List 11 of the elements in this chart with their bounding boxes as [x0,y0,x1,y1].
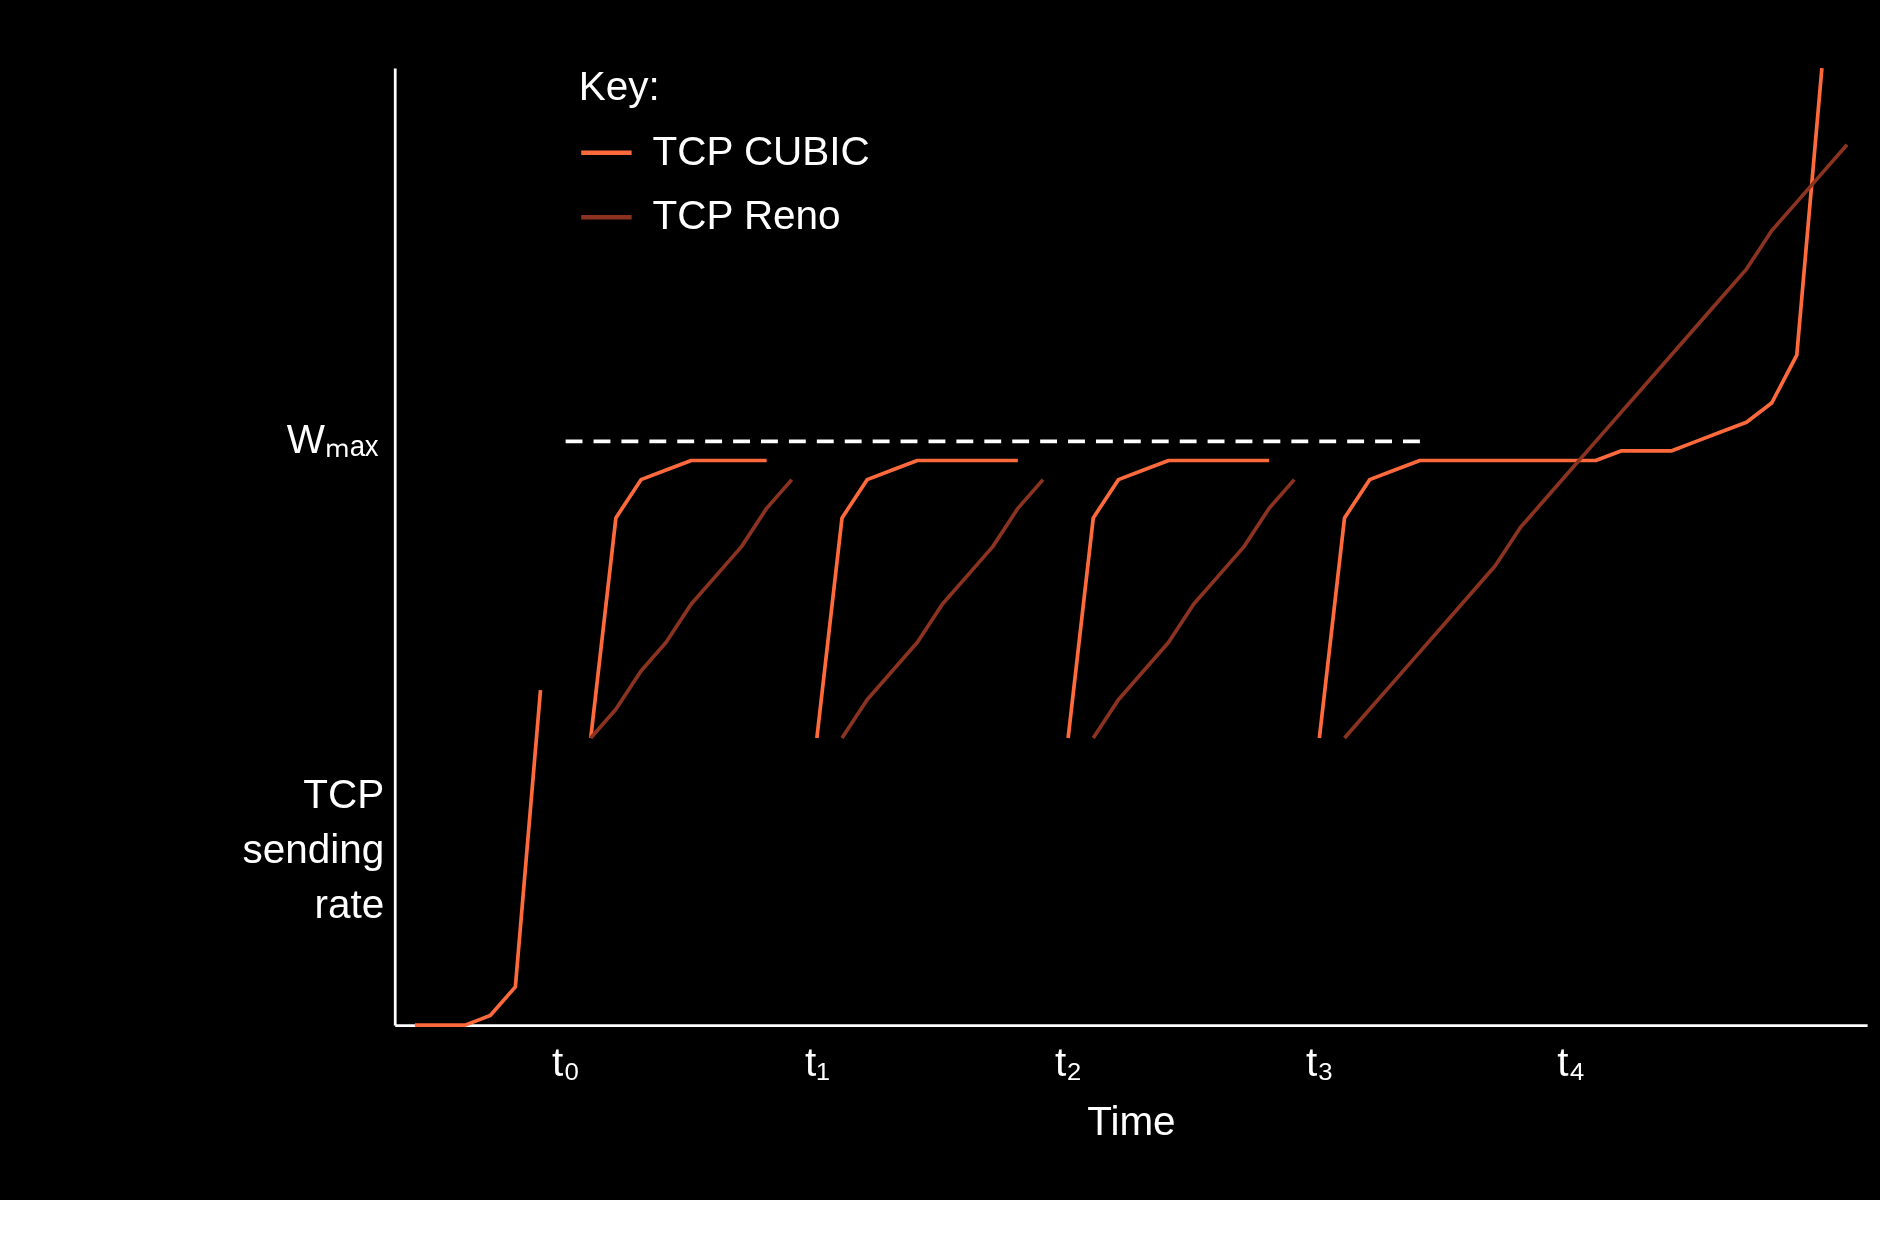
x-tick-label: t₀ [552,1039,581,1086]
legend-title: Key: [578,63,660,110]
y-axis-title: TCP sending rate [242,770,385,928]
x-tick-label: t₂ [1055,1039,1083,1086]
x-tick-label: t₄ [1557,1039,1585,1086]
text: Wₘₐₓ [286,416,379,463]
x-tick-label: t₁ [804,1039,830,1086]
x-tick-label: t₃ [1305,1039,1334,1086]
legend-label: TCP Reno [652,192,841,239]
legend-label: TCP CUBIC [652,127,870,174]
x-axis-title: Time [1087,1098,1176,1145]
